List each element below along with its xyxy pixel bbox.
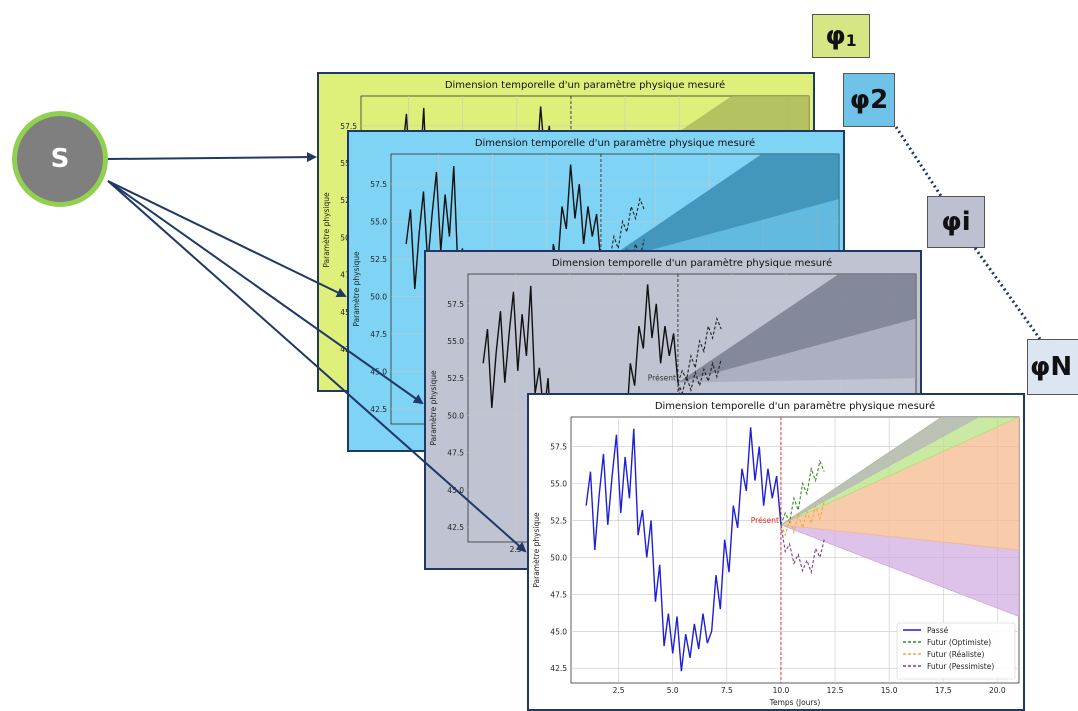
cone-overlap bbox=[600, 154, 839, 264]
tag-phi-n: φN bbox=[1027, 339, 1078, 395]
tag-phi-1-main: φ bbox=[825, 21, 846, 51]
legend-label: Futur (Pessimiste) bbox=[927, 662, 994, 671]
x-axis-label: Temps (Jours) bbox=[769, 698, 821, 707]
source-node-label: S bbox=[50, 144, 70, 174]
x-tick-label: 7.5 bbox=[721, 686, 733, 695]
series-line-1 bbox=[600, 197, 645, 264]
chart-title: Dimension temporelle d'un paramètre phys… bbox=[655, 400, 935, 412]
x-tick-label: 10.0 bbox=[773, 686, 790, 695]
y-tick-label: 45.0 bbox=[550, 627, 567, 636]
y-axis-label: Paramètre physique bbox=[352, 251, 361, 327]
y-tick-label: 42.5 bbox=[550, 664, 567, 673]
y-tick-label: 57.5 bbox=[370, 180, 387, 189]
y-tick-label: 52.5 bbox=[370, 255, 387, 264]
y-tick-label: 47.5 bbox=[370, 330, 387, 339]
y-tick-label: 42.5 bbox=[370, 405, 387, 414]
forecast-cones bbox=[677, 274, 916, 383]
x-tick-label: 2.5 bbox=[613, 686, 625, 695]
x-tick-label: 5.0 bbox=[667, 686, 679, 695]
chart-card-phi-n: Dimension temporelle d'un paramètre phys… bbox=[527, 393, 1025, 711]
tag-phi-i: φi bbox=[927, 196, 985, 248]
y-tick-label: 50.0 bbox=[550, 553, 567, 562]
y-tick-label: 55.0 bbox=[447, 337, 464, 346]
y-tick-label: 57.5 bbox=[447, 300, 464, 309]
legend-label: Futur (Optimiste) bbox=[927, 638, 991, 647]
chart-title: Dimension temporelle d'un paramètre phys… bbox=[552, 257, 832, 269]
chart-title: Dimension temporelle d'un paramètre phys… bbox=[475, 137, 755, 149]
x-tick-label: 17.5 bbox=[935, 686, 952, 695]
y-axis-label: Paramètre physique bbox=[322, 192, 331, 268]
present-label: Présent bbox=[648, 374, 676, 383]
arrow-to-card-phi-i bbox=[107, 180, 424, 405]
y-tick-label: 50.0 bbox=[447, 411, 464, 420]
chart-title: Dimension temporelle d'un paramètre phys… bbox=[445, 79, 725, 91]
tag-phi-i-main: φi bbox=[941, 207, 971, 237]
x-tick-label: 20.0 bbox=[989, 686, 1006, 695]
y-tick-label: 57.5 bbox=[340, 122, 357, 131]
chart-legend: Passé Futur (Optimiste) Futur (Réaliste) Fu… bbox=[896, 622, 1016, 680]
source-node: S bbox=[12, 111, 108, 207]
tag-phi-2: φ2 bbox=[843, 73, 895, 127]
x-tick-label: 15.0 bbox=[881, 686, 898, 695]
y-tick-label: 47.5 bbox=[550, 590, 567, 599]
series-line-2 bbox=[677, 358, 722, 395]
present-label: Présent bbox=[751, 516, 779, 525]
tag-phi-1-sub: 1 bbox=[845, 32, 857, 51]
series-line-1 bbox=[677, 316, 722, 383]
y-tick-label: 52.5 bbox=[550, 516, 567, 525]
y-axis-label: Paramètre physique bbox=[429, 370, 438, 446]
forecast-cones bbox=[779, 417, 1019, 617]
tag-phi-n-main: φN bbox=[1030, 352, 1073, 382]
y-tick-label: 55.0 bbox=[550, 480, 567, 489]
legend-label: Passé bbox=[927, 626, 949, 635]
forecast-cones bbox=[600, 154, 839, 264]
y-tick-label: 50.0 bbox=[370, 293, 387, 302]
arrow-to-card-phi-1 bbox=[107, 152, 317, 163]
arrow-to-card-phi-2 bbox=[107, 180, 347, 298]
y-axis-label: Paramètre physique bbox=[532, 512, 541, 588]
arrow-to-card-phi-n bbox=[107, 180, 527, 553]
series-line-1 bbox=[780, 459, 825, 526]
tag-phi-2-main: φ2 bbox=[849, 85, 889, 115]
y-tick-label: 47.5 bbox=[447, 449, 464, 458]
y-tick-label: 57.5 bbox=[550, 443, 567, 452]
series-line-3 bbox=[780, 524, 825, 575]
cone-overlap bbox=[780, 417, 980, 526]
series-line-2 bbox=[780, 501, 825, 537]
x-tick-label: 12.5 bbox=[827, 686, 844, 695]
y-tick-label: 55.0 bbox=[370, 218, 387, 227]
y-tick-label: 42.5 bbox=[447, 523, 464, 532]
series-line-0 bbox=[585, 427, 782, 672]
cone-overlap bbox=[677, 274, 916, 383]
legend-label: Futur (Réaliste) bbox=[927, 650, 984, 659]
chart-svg: Dimension temporelle d'un paramètre phys… bbox=[532, 400, 1020, 707]
y-tick-label: 52.5 bbox=[447, 374, 464, 383]
